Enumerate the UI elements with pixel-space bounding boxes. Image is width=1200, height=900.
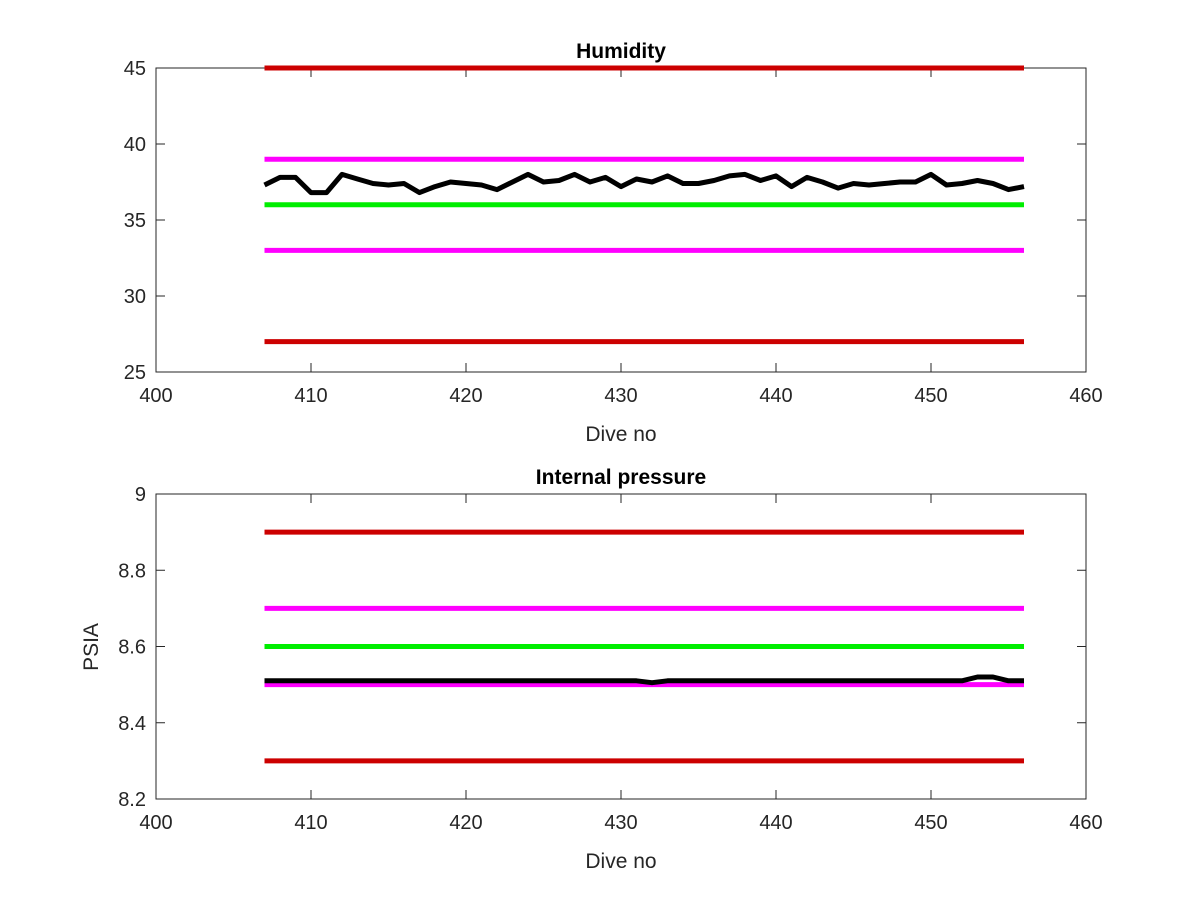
pressure-ytick-label: 8.4 — [118, 713, 146, 735]
humidity-ytick-label: 40 — [124, 134, 146, 156]
pressure-ytick-label: 9 — [135, 484, 146, 506]
pressure-xtick-label: 410 — [294, 812, 327, 834]
pressure-subplot: Internal pressure Dive no PSIA 400 410 420… — [80, 466, 1103, 873]
humidity-xtick-label: 430 — [604, 385, 637, 407]
pressure-xtick-label: 460 — [1069, 812, 1102, 834]
pressure-ylabel: PSIA — [80, 623, 103, 671]
humidity-xtick-label: 410 — [294, 385, 327, 407]
humidity-data-line — [263, 171, 1025, 196]
humidity-ytick-label: 25 — [124, 362, 146, 384]
pressure-title: Internal pressure — [536, 466, 706, 489]
pressure-lines — [264, 529, 1024, 764]
pressure-xtick-label: 400 — [139, 812, 172, 834]
humidity-title: Humidity — [576, 40, 666, 63]
humidity-xtick-label: 460 — [1069, 385, 1102, 407]
humidity-ytick-label: 35 — [124, 210, 146, 232]
humidity-lines — [263, 65, 1025, 345]
humidity-ytick-label: 30 — [124, 286, 146, 308]
pressure-xtick-label: 430 — [604, 812, 637, 834]
humidity-xtick-label: 420 — [449, 385, 482, 407]
pressure-data-line — [264, 674, 1024, 686]
pressure-xlabel: Dive no — [585, 850, 656, 873]
pressure-ticks: 400 410 420 430 440 450 460 8.2 8.4 8.6 8.8 9 — [118, 484, 1103, 834]
pressure-xtick-label: 440 — [759, 812, 792, 834]
humidity-xtick-label: 450 — [914, 385, 947, 407]
humidity-xlabel: Dive no — [585, 423, 656, 446]
pressure-ytick-label: 8.8 — [118, 560, 146, 582]
pressure-xtick-label: 450 — [914, 812, 947, 834]
pressure-ytick-label: 8.6 — [118, 637, 146, 659]
humidity-axes-box — [155, 67, 1087, 373]
humidity-ytick-label: 45 — [124, 58, 146, 80]
humidity-xtick-label: 440 — [759, 385, 792, 407]
humidity-subplot: Humidity Dive no 400 410 420 430 440 450 460 25… — [124, 40, 1103, 446]
humidity-xtick-label: 400 — [139, 385, 172, 407]
pressure-xtick-label: 420 — [449, 812, 482, 834]
pressure-ytick-label: 8.2 — [118, 789, 146, 811]
